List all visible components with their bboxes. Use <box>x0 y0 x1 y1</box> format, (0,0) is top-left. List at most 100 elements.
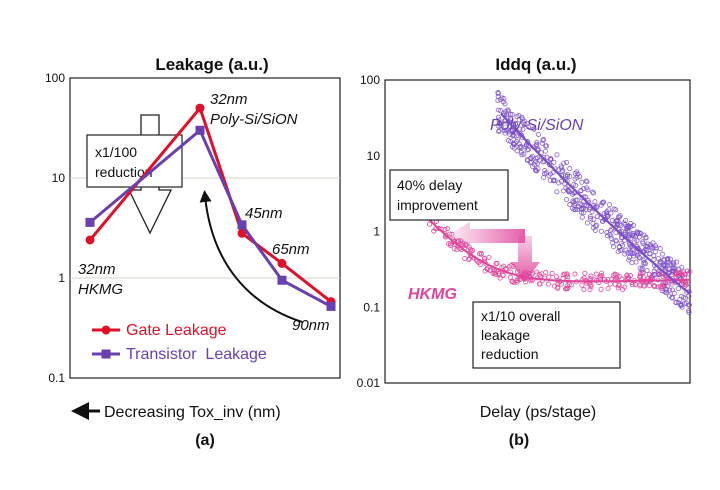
poly-si-sion-point <box>617 247 623 254</box>
poly-si-sion-point <box>498 108 504 114</box>
poly-si-sion-point <box>618 240 624 247</box>
hkmg-point <box>539 271 545 277</box>
poly-si-sion-point <box>579 209 585 215</box>
poly-si-sion-point <box>534 168 540 174</box>
hkmg-point <box>549 270 555 276</box>
poly-si-sion-point <box>624 223 630 230</box>
poly-si-sion-point <box>659 251 665 257</box>
hkmg-point <box>468 248 474 254</box>
poly-si-sion-point <box>591 190 597 196</box>
delay-box-line2: improvement <box>397 197 478 213</box>
hkmg-point <box>587 287 593 293</box>
panel-b-title: Iddq (a.u.) <box>495 55 576 74</box>
hkmg-point <box>476 251 483 257</box>
hkmg-point <box>637 273 644 279</box>
hkmg-point <box>477 262 483 268</box>
poly-si-sion-point <box>648 244 654 250</box>
poly-si-sion-point <box>563 185 569 191</box>
hkmg-point <box>579 282 585 288</box>
poly-si-sion-point <box>526 124 532 130</box>
poly-si-sion-point <box>613 237 619 243</box>
hkmg-point <box>427 221 433 227</box>
leak-box-line2: leakage <box>481 327 530 343</box>
poly-si-sion-point <box>674 259 680 265</box>
poly-si-sion-point <box>594 204 600 210</box>
poly-si-sion-point <box>579 214 585 220</box>
hkmg-point <box>646 283 652 289</box>
poly-si-sion-point <box>610 244 617 250</box>
hkmg-point <box>436 226 442 232</box>
panel-a-y-tick-label: 0.1 <box>48 371 65 385</box>
poly-si-sion-point <box>548 156 554 163</box>
poly-si-sion-point <box>577 174 583 180</box>
hkmg-point <box>588 273 594 279</box>
annotation-32nm-poly-line1: 32nm <box>210 91 248 108</box>
poly-si-sion-point <box>608 235 614 241</box>
poly-si-sion-point <box>670 262 676 268</box>
hkmg-point <box>451 246 457 252</box>
panel-b-y-tick-label: 1 <box>373 225 380 239</box>
poly-si-sion-point <box>629 250 636 257</box>
delay-improvement-arrow <box>446 222 525 250</box>
panel-a-label: (a) <box>195 432 215 449</box>
poly-si-sion-point <box>508 117 514 123</box>
hkmg-point <box>632 282 638 288</box>
poly-si-sion-point <box>683 300 689 306</box>
hkmg-point <box>481 255 488 262</box>
hkmg-point <box>552 283 558 289</box>
gate-leakage-point <box>277 258 287 268</box>
poly-si-sion-point <box>673 299 679 305</box>
poly-si-sion-point <box>650 240 656 246</box>
panel-a-x-label: Decreasing Tox_inv (nm) <box>104 404 281 421</box>
poly-si-sion-point <box>636 234 642 240</box>
poly-si-sion-point <box>662 262 668 268</box>
hkmg-point <box>581 287 587 293</box>
poly-si-sion-point <box>675 286 681 292</box>
poly-si-sion-point <box>518 143 524 150</box>
poly-si-sion-point <box>609 226 615 232</box>
panel-a-y-tick-label: 1 <box>58 271 65 285</box>
hkmg-point <box>615 285 621 291</box>
poly-si-sion-point <box>511 133 517 139</box>
panel-a-plot-area <box>69 77 341 379</box>
poly-si-sion-point <box>581 186 587 192</box>
poly-si-sion-point <box>667 256 673 262</box>
hkmg-point <box>486 254 492 261</box>
poly-si-sion-point <box>626 228 632 234</box>
poly-si-sion-point <box>574 169 580 175</box>
hkmg-point <box>545 281 551 287</box>
poly-si-sion-point <box>677 297 683 303</box>
poly-si-sion-point <box>652 243 659 249</box>
poly-si-sion-point <box>572 200 578 207</box>
panel-a-legend: Gate Leakage Transistor Leakage <box>92 322 267 363</box>
poly-si-sion-point <box>554 189 560 195</box>
poly-si-sion-point <box>606 207 612 213</box>
poly-si-sion-point <box>496 128 502 134</box>
poly-si-sion-point <box>634 238 640 244</box>
poly-si-sion-point <box>682 295 689 301</box>
poly-si-sion-point <box>542 148 549 154</box>
poly-si-sion-point <box>552 178 558 184</box>
hkmg-point <box>598 286 604 292</box>
hkmg-point <box>682 271 688 277</box>
poly-si-sion-point <box>598 228 604 234</box>
poly-si-sion-point <box>531 126 537 132</box>
poly-si-sion-point <box>510 132 516 138</box>
gate-leakage-point <box>237 228 247 238</box>
hkmg-point <box>517 276 523 282</box>
poly-si-sion-point <box>664 262 670 269</box>
poly-si-sion-point <box>633 259 639 265</box>
poly-si-sion-point <box>539 140 545 146</box>
poly-si-sion-point <box>626 257 632 263</box>
poly-si-sion-point <box>501 95 507 101</box>
poly-si-sion-point <box>495 91 501 97</box>
poly-series-label: Poly-Si/SiON <box>490 117 584 134</box>
annotation-32nm-poly-line2: Poly-Si/SiON <box>210 111 298 128</box>
poly-si-sion-point <box>631 253 637 259</box>
panel-a-y-tick-label: 10 <box>52 171 66 185</box>
panel-b-y-tick-label: 0.1 <box>363 300 380 314</box>
poly-si-sion-point <box>644 247 650 253</box>
scaling-curve-arrow <box>199 190 303 323</box>
hkmg-point <box>564 285 570 291</box>
hkmg-point <box>625 274 631 280</box>
